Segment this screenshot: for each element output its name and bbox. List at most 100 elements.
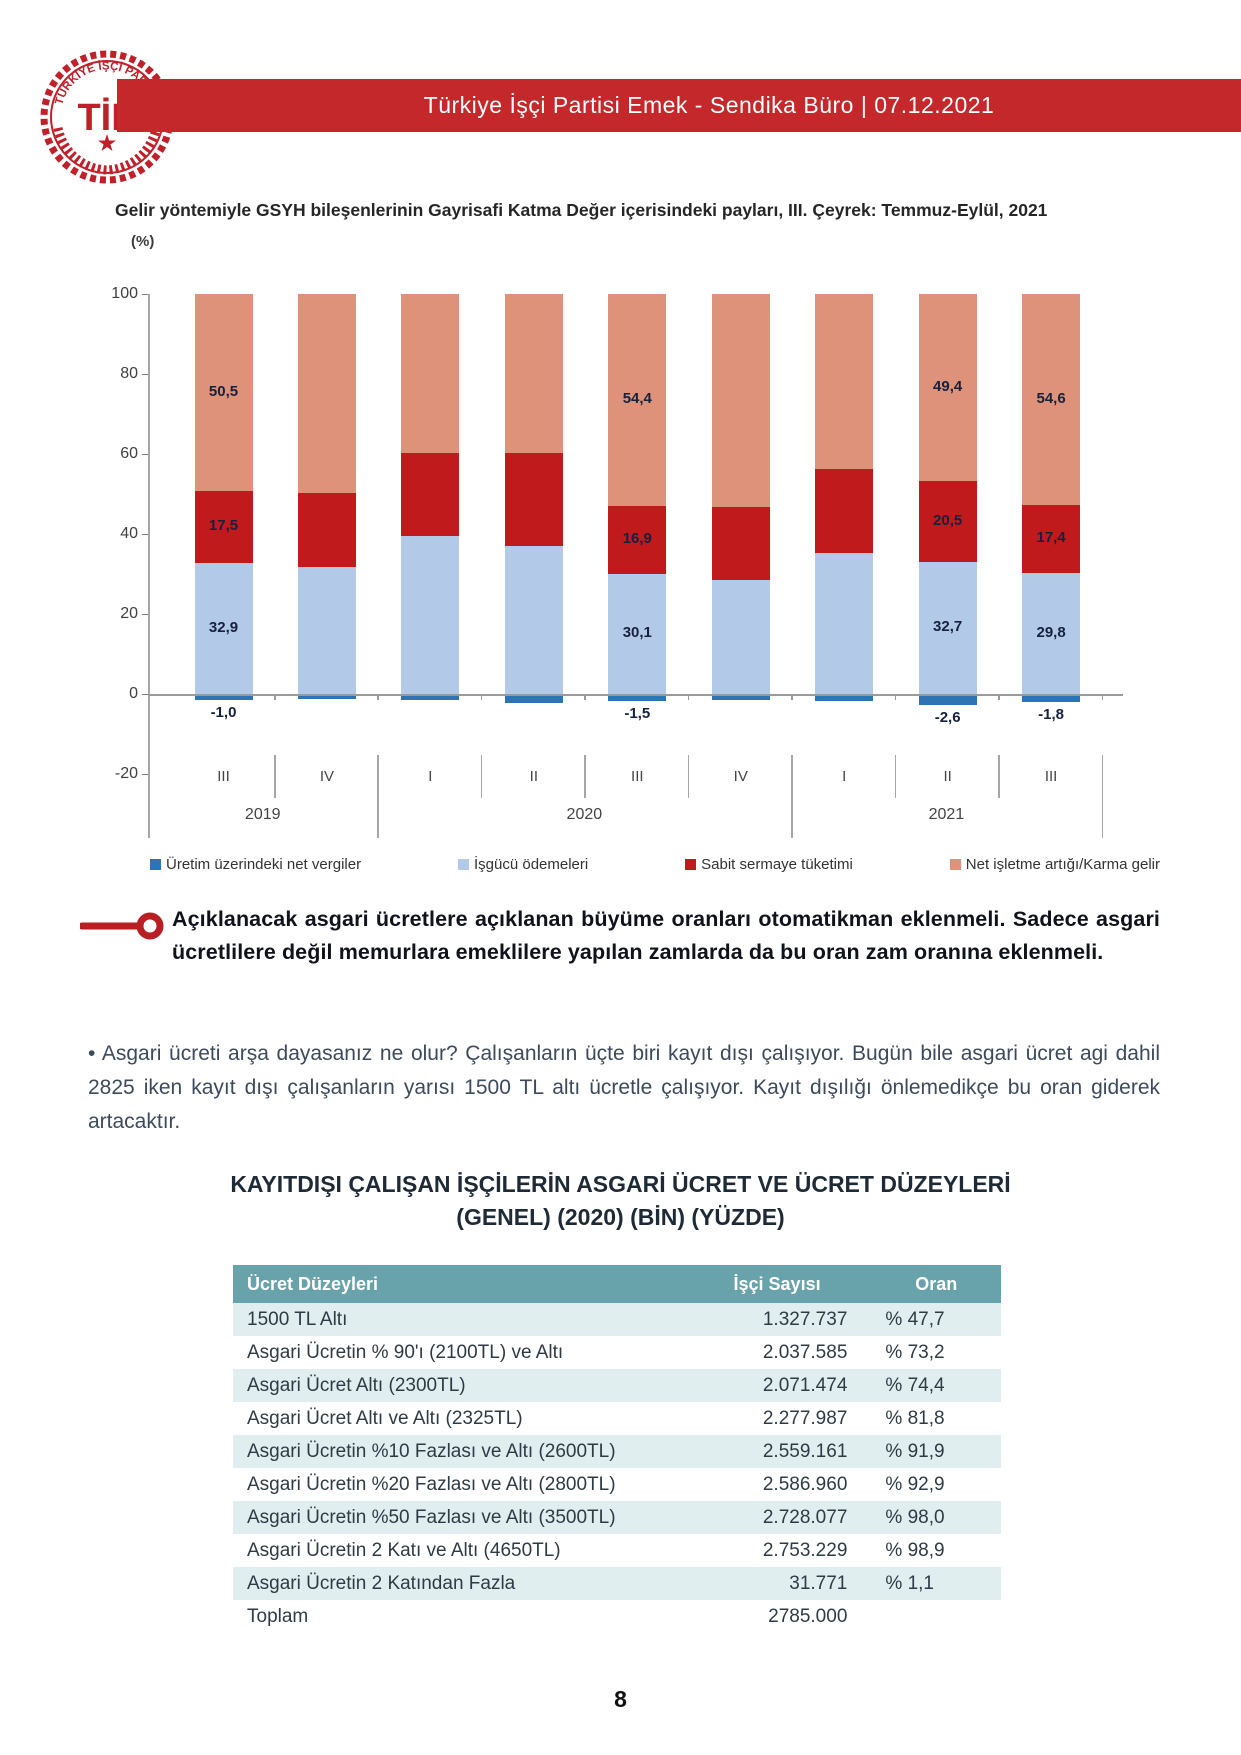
segment-net-taxes	[608, 695, 667, 701]
zero-axis-tick	[998, 695, 1000, 700]
col-header-wage-level: Ücret Düzeyleri	[233, 1265, 683, 1303]
table-row: Toplam 2785.000	[233, 1600, 1001, 1633]
legend-label: Net işletme artığı/Karma gelir	[965, 856, 1160, 873]
zero-axis-tick	[687, 695, 690, 700]
col-header-worker-count: İşçi Sayısı	[682, 1265, 872, 1303]
legend-item: Net işletme artığı/Karma gelir	[949, 856, 1160, 873]
segment-net-taxes	[918, 695, 977, 706]
cell-ratio: % 1,1	[871, 1567, 1001, 1600]
segment-operating-surplus	[504, 294, 563, 453]
y-tick-mark	[142, 374, 148, 375]
x-category-separator	[687, 755, 690, 798]
zero-axis-tick	[480, 695, 483, 700]
segment-fixed-capital	[297, 493, 356, 567]
x-quarter-label: I	[428, 768, 433, 785]
segment-net-taxes	[504, 695, 563, 703]
legend-item: İşgücü ödemeleri	[457, 856, 589, 873]
x-year-label: 2019	[244, 806, 281, 823]
cell-ratio: % 98,9	[885, 1539, 945, 1561]
legend-item: Üretim üzerindeki net vergiler	[150, 856, 361, 873]
cell-wage-level: Asgari Ücretin 2 Katı ve Altı (4650TL)	[247, 1539, 561, 1561]
segment-fixed-capital	[711, 507, 770, 580]
bar-data-label: 17,5	[208, 517, 239, 534]
legend-item: Sabit sermaye tüketimi	[685, 856, 853, 873]
segment-labour-payments	[608, 574, 667, 694]
bar-data-label: 29,8	[1036, 623, 1066, 641]
page-number: 8	[614, 1686, 627, 1712]
bar-data-label: 50,5	[208, 382, 239, 400]
cell-ratio: % 47,7	[871, 1303, 1001, 1336]
table-title-line1: KAYITDIŞI ÇALIŞAN İŞÇİLERİN ASGARİ ÜCRET…	[230, 1171, 1011, 1197]
y-tick-label: 0	[129, 685, 138, 702]
cell-ratio: % 98,0	[871, 1501, 1001, 1534]
bar-negative-label: -1,0	[210, 703, 237, 721]
segment-labour-payments	[1022, 573, 1081, 694]
segment-operating-surplus	[194, 294, 253, 491]
segment-fixed-capital	[401, 453, 460, 536]
zero-axis-tick	[377, 695, 379, 700]
cell-worker-count: 2785.000	[768, 1605, 848, 1627]
header-banner: Türkiye İşçi Partisi Emek - Sendika Büro…	[117, 79, 1241, 132]
cell-ratio: % 73,2	[885, 1341, 945, 1363]
y-tick-mark	[142, 774, 148, 775]
x-category-separator	[791, 755, 793, 838]
cell-worker-count: 2.728.077	[682, 1501, 872, 1534]
cell-worker-count: 31.771	[682, 1567, 872, 1600]
table-row: Asgari Ücretin % 90'ı (2100TL) ve Altı 2.…	[233, 1336, 1001, 1369]
table-row: Asgari Ücretin %50 Fazlası ve Altı (3500…	[233, 1501, 1001, 1534]
cell-wage-level: Asgari Ücretin %50 Fazlası ve Altı (3500…	[233, 1501, 683, 1534]
col-header-ratio: Oran	[871, 1265, 1001, 1303]
y-tick-label: 80	[120, 365, 138, 382]
cell-worker-count: 2.586.960	[762, 1473, 848, 1495]
cell-worker-count: 1.327.737	[682, 1303, 872, 1336]
wage-levels-table: Ücret Düzeyleri İşçi Sayısı Oran 1500 TL…	[233, 1265, 1001, 1633]
segment-operating-surplus	[918, 294, 977, 481]
bar-data-label: 16,9	[622, 530, 652, 547]
segment-operating-surplus	[608, 294, 667, 506]
y-tick-mark	[142, 614, 148, 615]
table-row: Asgari Ücret Altı ve Altı (2325TL) 2.277.…	[233, 1402, 1001, 1435]
cell-wage-level: Asgari Ücretin % 90'ı (2100TL) ve Altı	[247, 1341, 564, 1363]
table-row: 1500 TL Altı 1.327.737% 47,7	[233, 1303, 1001, 1336]
table-row: Asgari Ücretin %10 Fazlası ve Altı (2600…	[233, 1435, 1001, 1468]
y-tick-mark	[142, 694, 148, 695]
key-statement: Açıklanacak asgari ücretlere açıklanan b…	[172, 907, 1160, 964]
x-quarter-label: III	[1044, 768, 1058, 785]
bar-negative-label: -2,6	[934, 709, 961, 727]
y-axis-line	[148, 294, 150, 838]
bar-data-label: 20,5	[933, 511, 963, 529]
bar-data-label: 32,7	[933, 618, 963, 635]
segment-operating-surplus	[815, 294, 874, 469]
chart-legend: Üretim üzerindeki net vergiler İşgücü öde…	[150, 856, 1160, 873]
table-row: Asgari Ücretin 2 Katı ve Altı (4650TL) 2.…	[233, 1534, 1001, 1567]
y-tick-label: 40	[120, 525, 138, 542]
segment-labour-payments	[711, 580, 770, 694]
x-category-separator	[377, 755, 379, 838]
segment-fixed-capital	[504, 453, 563, 546]
cell-wage-level: Asgari Ücretin %10 Fazlası ve Altı (2600…	[233, 1435, 683, 1468]
cell-wage-level: Toplam	[247, 1605, 309, 1627]
cell-ratio: % 74,4	[871, 1369, 1001, 1402]
segment-labour-payments	[504, 546, 563, 694]
segment-fixed-capital	[1022, 505, 1081, 573]
x-category-separator	[998, 755, 1000, 798]
y-tick-label: 60	[120, 445, 138, 462]
zero-axis-tick	[791, 695, 793, 700]
legend-swatch-icon	[685, 859, 697, 870]
zero-axis-tick	[274, 695, 276, 700]
legend-label: Sabit sermaye tüketimi	[701, 856, 853, 873]
x-quarter-label: III	[217, 768, 230, 785]
legend-label: Üretim üzerindeki net vergiler	[166, 856, 362, 873]
chart-title: Gelir yöntemiyle GSYH bileşenlerinin Gay…	[115, 200, 1048, 220]
x-year-label: 2021	[928, 806, 965, 823]
legend-label: İşgücü ödemeleri	[473, 856, 589, 873]
segment-labour-payments	[297, 567, 356, 694]
y-tick-mark	[142, 454, 148, 455]
table-row: Asgari Ücretin 2 Katından Fazla 31.771% 1…	[233, 1567, 1001, 1600]
segment-fixed-capital	[918, 481, 977, 562]
legend-swatch-icon	[457, 859, 469, 870]
body-paragraph: • Asgari ücreti arşa dayasanız ne olur? …	[88, 1042, 1160, 1134]
y-tick-mark	[142, 534, 148, 535]
segment-fixed-capital	[608, 506, 667, 574]
x-category-separator	[480, 755, 483, 798]
